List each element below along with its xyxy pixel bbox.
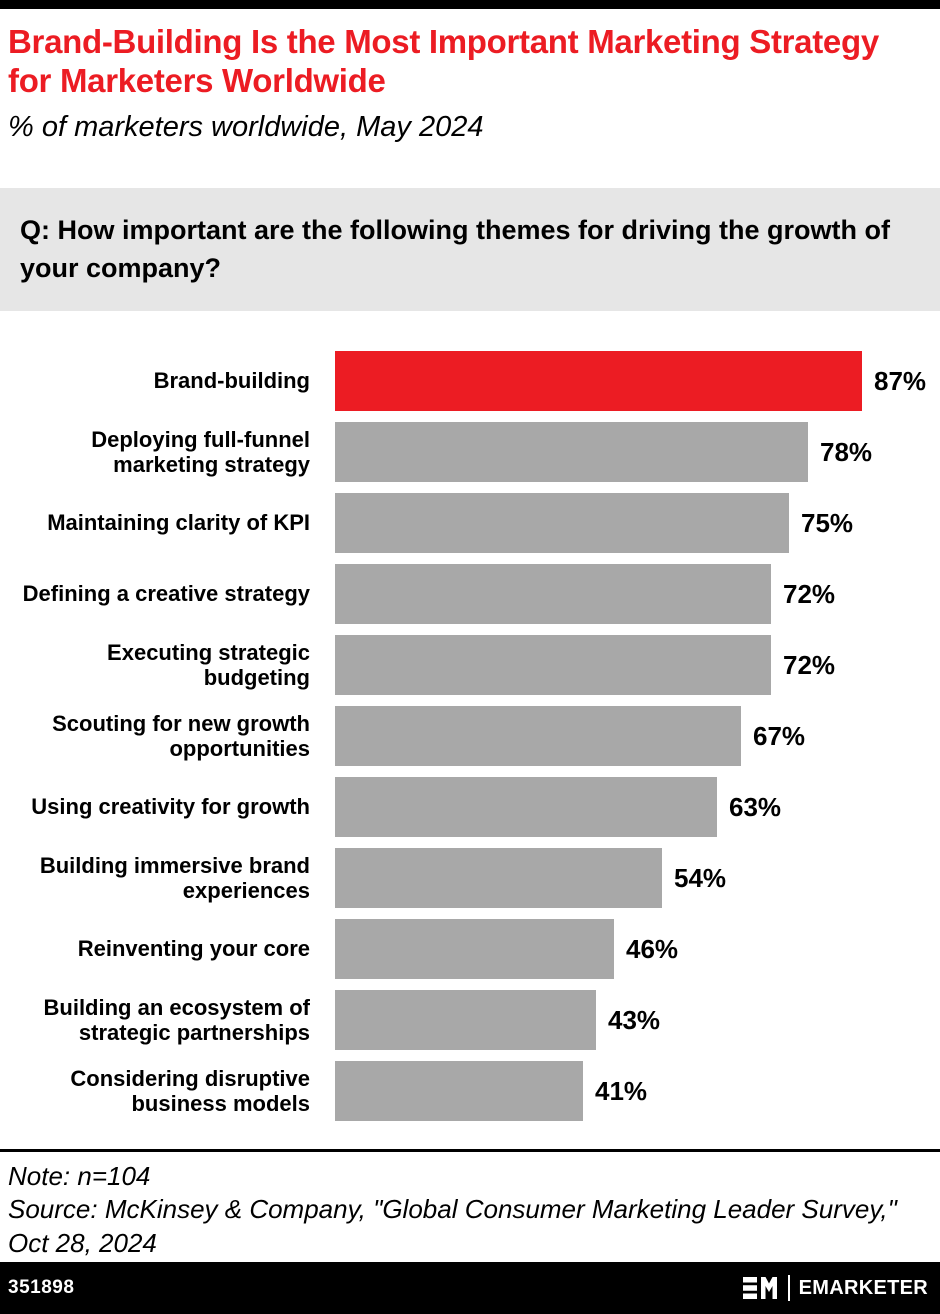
bar xyxy=(335,777,717,838)
source-text: Source: McKinsey & Company, "Global Cons… xyxy=(8,1194,897,1258)
bar-category-label: Using creativity for growth xyxy=(31,794,310,820)
bar xyxy=(335,919,614,980)
bar-value-label: 72% xyxy=(783,578,836,609)
chart-row: Reinventing your core 46% xyxy=(0,919,940,980)
bar xyxy=(335,351,862,412)
bar xyxy=(335,1061,583,1122)
logo-divider xyxy=(787,1275,790,1301)
bar xyxy=(335,706,741,767)
bar-value-label: 41% xyxy=(595,1075,648,1106)
bar-category-label: Scouting for new growth opportunities xyxy=(52,710,310,762)
footer-bar: 351898 EMARKETER xyxy=(0,1262,940,1314)
bar-value-label: 75% xyxy=(801,507,854,538)
question-text: Q: How important are the following theme… xyxy=(20,214,890,283)
question-box: Q: How important are the following theme… xyxy=(0,187,940,312)
brand-name: EMARKETER xyxy=(798,1276,928,1299)
bar-value-label: 78% xyxy=(820,436,873,467)
bar xyxy=(335,564,771,625)
bar xyxy=(335,635,771,696)
bar-category-label: Brand-building xyxy=(153,368,310,394)
bar-value-label: 54% xyxy=(674,862,727,893)
bar-category-label: Building an ecosystem of strategic partn… xyxy=(43,994,311,1046)
chart-row: Maintaining clarity of KPI 75% xyxy=(0,493,940,554)
bar-chart: Brand-building 87% Deploying full-funnel… xyxy=(0,351,940,1122)
chart-row: Brand-building 87% xyxy=(0,351,940,412)
bar-category-label: Deploying full-funnel marketing strategy xyxy=(91,426,310,478)
em-logo-icon xyxy=(742,1277,777,1299)
brand-logo: EMARKETER xyxy=(742,1275,928,1301)
chart-row: Deploying full-funnel marketing strategy… xyxy=(0,422,940,483)
chart-subtitle: % of marketers worldwide, May 2024 xyxy=(8,110,484,143)
chart-row: Building immersive brand experiences 54% xyxy=(0,848,940,909)
bar-category-label: Building immersive brand experiences xyxy=(39,852,310,904)
footer-divider xyxy=(0,1149,940,1153)
bar-category-label: Reinventing your core xyxy=(77,936,310,962)
bar xyxy=(335,848,662,909)
bar xyxy=(335,990,596,1051)
chart-row: Considering disruptive business models 4… xyxy=(0,1061,940,1122)
bar-value-label: 46% xyxy=(626,933,679,964)
bar-value-label: 72% xyxy=(783,649,836,680)
bar-category-label: Maintaining clarity of KPI xyxy=(47,510,310,536)
chart-id: 351898 xyxy=(8,1277,75,1298)
bar-category-label: Defining a creative strategy xyxy=(22,581,310,607)
bar-value-label: 63% xyxy=(729,791,782,822)
bar xyxy=(335,422,808,483)
bar-value-label: 67% xyxy=(753,720,806,751)
chart-row: Building an ecosystem of strategic partn… xyxy=(0,990,940,1051)
chart-row: Defining a creative strategy 72% xyxy=(0,564,940,625)
header: Brand-Building Is the Most Important Mar… xyxy=(0,9,940,144)
notes-section: Note: n=104 Source: McKinsey & Company, … xyxy=(0,1152,940,1259)
note-text: Note: n=104 xyxy=(8,1161,151,1192)
chart-row: Executing strategic budgeting 72% xyxy=(0,635,940,696)
chart-title: Brand-Building Is the Most Important Mar… xyxy=(8,23,879,99)
bar xyxy=(335,493,789,554)
top-accent-bar xyxy=(0,0,940,9)
chart-row: Using creativity for growth 63% xyxy=(0,777,940,838)
bar-value-label: 87% xyxy=(874,365,927,396)
bar-value-label: 43% xyxy=(608,1004,661,1035)
chart-row: Scouting for new growth opportunities 67… xyxy=(0,706,940,767)
bar-category-label: Executing strategic budgeting xyxy=(107,639,310,691)
bar-category-label: Considering disruptive business models xyxy=(70,1065,310,1117)
